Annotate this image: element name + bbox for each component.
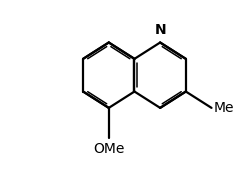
Text: OMe: OMe — [93, 142, 125, 156]
Text: N: N — [154, 23, 166, 37]
Text: Me: Me — [214, 101, 234, 115]
